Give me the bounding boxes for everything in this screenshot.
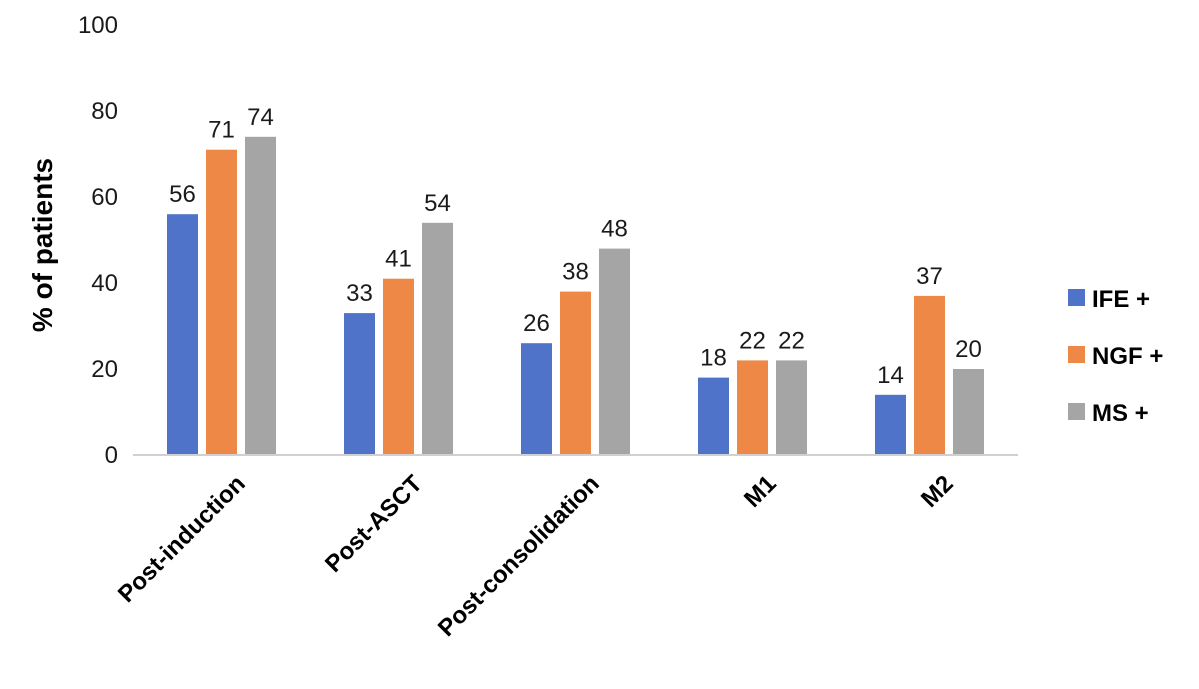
- data-label: 37: [916, 263, 943, 290]
- bar: [245, 136, 276, 456]
- data-label: 56: [169, 181, 196, 208]
- data-label: 14: [877, 362, 904, 389]
- data-label: 41: [385, 246, 412, 273]
- y-tick-label: 100: [78, 12, 118, 39]
- bar: [875, 394, 906, 455]
- bar: [737, 360, 768, 455]
- bars: [167, 136, 984, 456]
- category-label: Post-induction: [113, 470, 251, 608]
- legend-swatch: [1068, 289, 1085, 306]
- legend-label: IFE +: [1092, 286, 1150, 313]
- legend-swatch: [1068, 346, 1085, 363]
- bar: [599, 248, 630, 455]
- y-tick-label: 40: [91, 270, 118, 297]
- data-label: 22: [739, 327, 766, 354]
- data-label: 26: [523, 310, 550, 337]
- bar: [383, 278, 414, 455]
- legend-label: MS +: [1092, 400, 1149, 427]
- bar: [344, 313, 375, 455]
- y-tick-label: 60: [91, 184, 118, 211]
- y-tick-label: 80: [91, 98, 118, 125]
- bar: [560, 291, 591, 455]
- bar: [698, 377, 729, 455]
- bar: [167, 214, 198, 455]
- bar: [914, 295, 945, 455]
- category-label: M1: [739, 470, 782, 513]
- bar: [953, 369, 984, 455]
- y-axis-ticks: 0 20 40 60 80 100: [78, 12, 118, 469]
- category-label: M2: [916, 470, 959, 513]
- bar: [521, 343, 552, 455]
- data-label: 33: [346, 280, 373, 307]
- legend: IFE + NGF + MS +: [1068, 286, 1163, 427]
- category-label: Post-ASCT: [320, 470, 428, 578]
- data-label: 20: [955, 336, 982, 363]
- y-tick-label: 20: [91, 356, 118, 383]
- y-tick-label: 0: [105, 442, 118, 469]
- data-label: 74: [247, 104, 274, 131]
- bar: [776, 360, 807, 455]
- data-label: 22: [778, 327, 805, 354]
- data-label: 54: [424, 190, 451, 217]
- data-label: 48: [601, 216, 628, 243]
- data-label: 71: [208, 117, 235, 144]
- category-label: Post-consolidation: [433, 470, 605, 642]
- data-label: 18: [700, 345, 727, 372]
- category-labels: Post-induction Post-ASCT Post-consolidatio…: [113, 470, 959, 642]
- bar: [422, 222, 453, 455]
- bar: [206, 149, 237, 455]
- data-labels: 56 71 74 33 41 54 26 38 48 18 22 22 14 37 20: [169, 104, 982, 389]
- legend-label: NGF +: [1092, 343, 1163, 370]
- data-label: 38: [562, 259, 589, 286]
- y-axis-title: % of patients: [27, 158, 58, 332]
- legend-swatch: [1068, 403, 1085, 420]
